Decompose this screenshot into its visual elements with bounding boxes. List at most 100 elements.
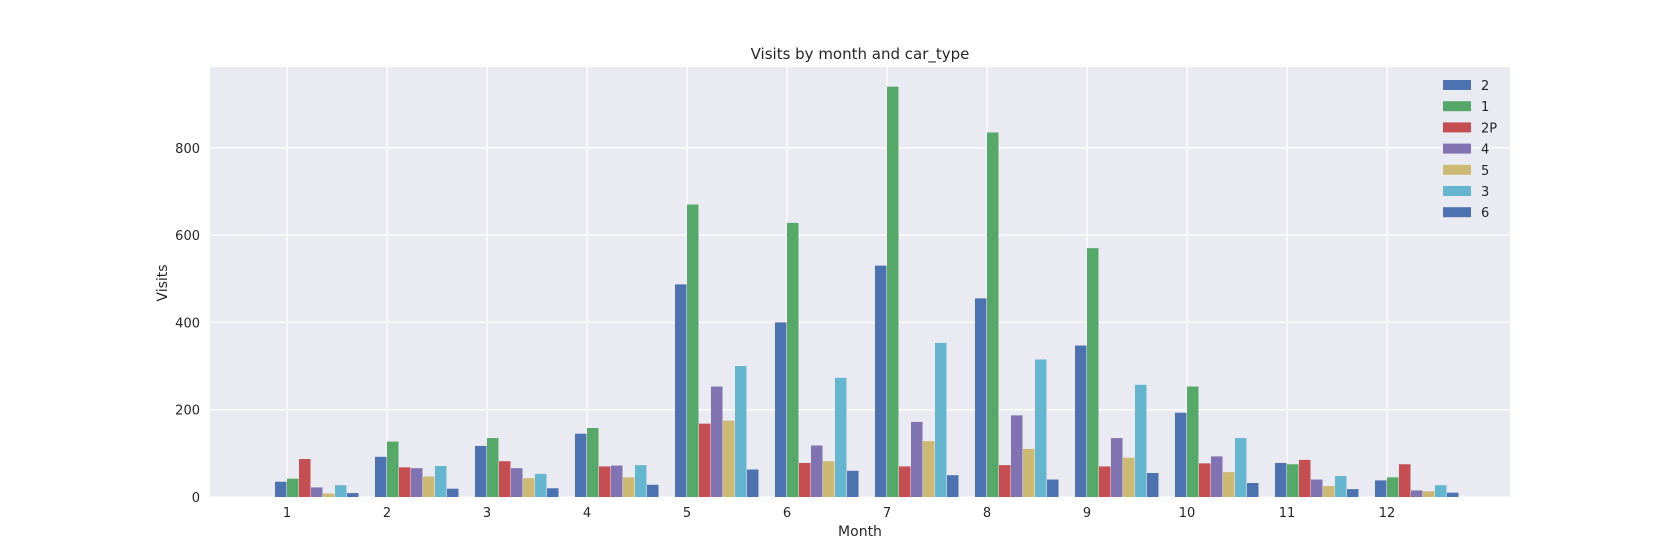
x-tick-label: 9 (1083, 506, 1091, 521)
x-tick-labels: 1 2 3 4 5 6 7 8 9 10 11 12 (283, 506, 1395, 521)
bar (623, 477, 635, 497)
bar (723, 420, 735, 497)
bar (1099, 466, 1111, 497)
bar (875, 265, 887, 497)
bar (375, 456, 387, 497)
legend-swatch (1443, 80, 1471, 90)
bar (1035, 359, 1047, 497)
bar (1299, 459, 1311, 497)
bar (1123, 457, 1135, 497)
bar (323, 493, 335, 497)
bar (475, 445, 487, 497)
chart-title: Visits by month and car_type (751, 45, 970, 64)
bar (399, 467, 411, 497)
bar (987, 132, 999, 497)
bar (1147, 472, 1159, 497)
bar (899, 466, 911, 497)
bar (1275, 462, 1287, 497)
bar (1135, 384, 1147, 497)
bar (699, 423, 711, 497)
bar (523, 478, 535, 497)
bar (747, 469, 759, 497)
bars (275, 86, 1459, 498)
legend-label: 2 (1481, 79, 1489, 94)
bar (1335, 476, 1347, 497)
x-tick-label: 10 (1179, 506, 1196, 521)
x-axis-label: Month (838, 524, 882, 540)
bar (335, 485, 347, 497)
x-tick-label: 6 (783, 506, 791, 521)
y-tick-label: 400 (175, 316, 200, 331)
bar (1435, 485, 1447, 497)
bar (1187, 386, 1199, 497)
bar (1323, 486, 1335, 497)
bar (423, 476, 435, 497)
bar (535, 473, 547, 497)
x-tick-label: 2 (383, 506, 391, 521)
bar (811, 445, 823, 497)
bar (1375, 480, 1387, 497)
y-tick-label: 800 (175, 142, 200, 157)
bar (1211, 456, 1223, 497)
x-tick-label: 4 (583, 506, 591, 521)
y-tick-label: 0 (192, 491, 200, 506)
bar (299, 459, 311, 497)
bar (887, 86, 899, 498)
legend-swatch (1443, 186, 1471, 196)
legend-swatch (1443, 122, 1471, 133)
bar (1423, 491, 1435, 497)
bar (687, 204, 699, 497)
y-tick-label: 600 (175, 229, 200, 244)
bar (435, 466, 447, 497)
bar (347, 493, 359, 497)
x-tick-label: 7 (883, 506, 891, 521)
bar (1235, 438, 1247, 497)
bar (935, 342, 947, 497)
x-tick-label: 5 (683, 506, 691, 521)
bar (1111, 438, 1123, 497)
bar (947, 475, 959, 497)
bar (1047, 479, 1059, 497)
x-tick-label: 8 (983, 506, 991, 521)
bar (847, 470, 859, 497)
bar (1387, 477, 1399, 497)
bar (1223, 472, 1235, 497)
bar (911, 421, 923, 497)
bar (635, 465, 647, 497)
bar (675, 284, 687, 497)
legend-label: 3 (1481, 185, 1489, 200)
bar (1347, 489, 1359, 497)
bar (923, 441, 935, 497)
bar (1287, 464, 1299, 497)
bar (775, 322, 787, 497)
legend-label: 2P (1481, 121, 1497, 136)
legend-swatch (1443, 207, 1471, 218)
bar (1447, 492, 1459, 497)
bar (1311, 479, 1323, 497)
x-tick-label: 12 (1379, 506, 1396, 521)
bar (275, 481, 287, 497)
legend-label: 5 (1481, 164, 1489, 179)
legend: 2 1 2P 4 5 3 6 (1443, 79, 1497, 221)
legend-label: 4 (1481, 143, 1489, 158)
bar (647, 484, 659, 497)
bar (311, 487, 323, 497)
bar (599, 466, 611, 497)
legend-label: 1 (1481, 100, 1489, 115)
bar (611, 465, 623, 497)
bar (711, 386, 723, 497)
bar (799, 462, 811, 497)
legend-swatch (1443, 143, 1471, 154)
bar (1023, 448, 1035, 497)
x-tick-label: 1 (283, 506, 291, 521)
bar (1011, 415, 1023, 497)
plot-background (210, 67, 1510, 497)
bar (823, 461, 835, 497)
legend-label: 6 (1481, 206, 1489, 221)
bar (511, 468, 523, 497)
bar (1399, 464, 1411, 497)
bar (387, 441, 399, 497)
bar (1247, 483, 1259, 497)
y-tick-label: 200 (175, 404, 200, 419)
